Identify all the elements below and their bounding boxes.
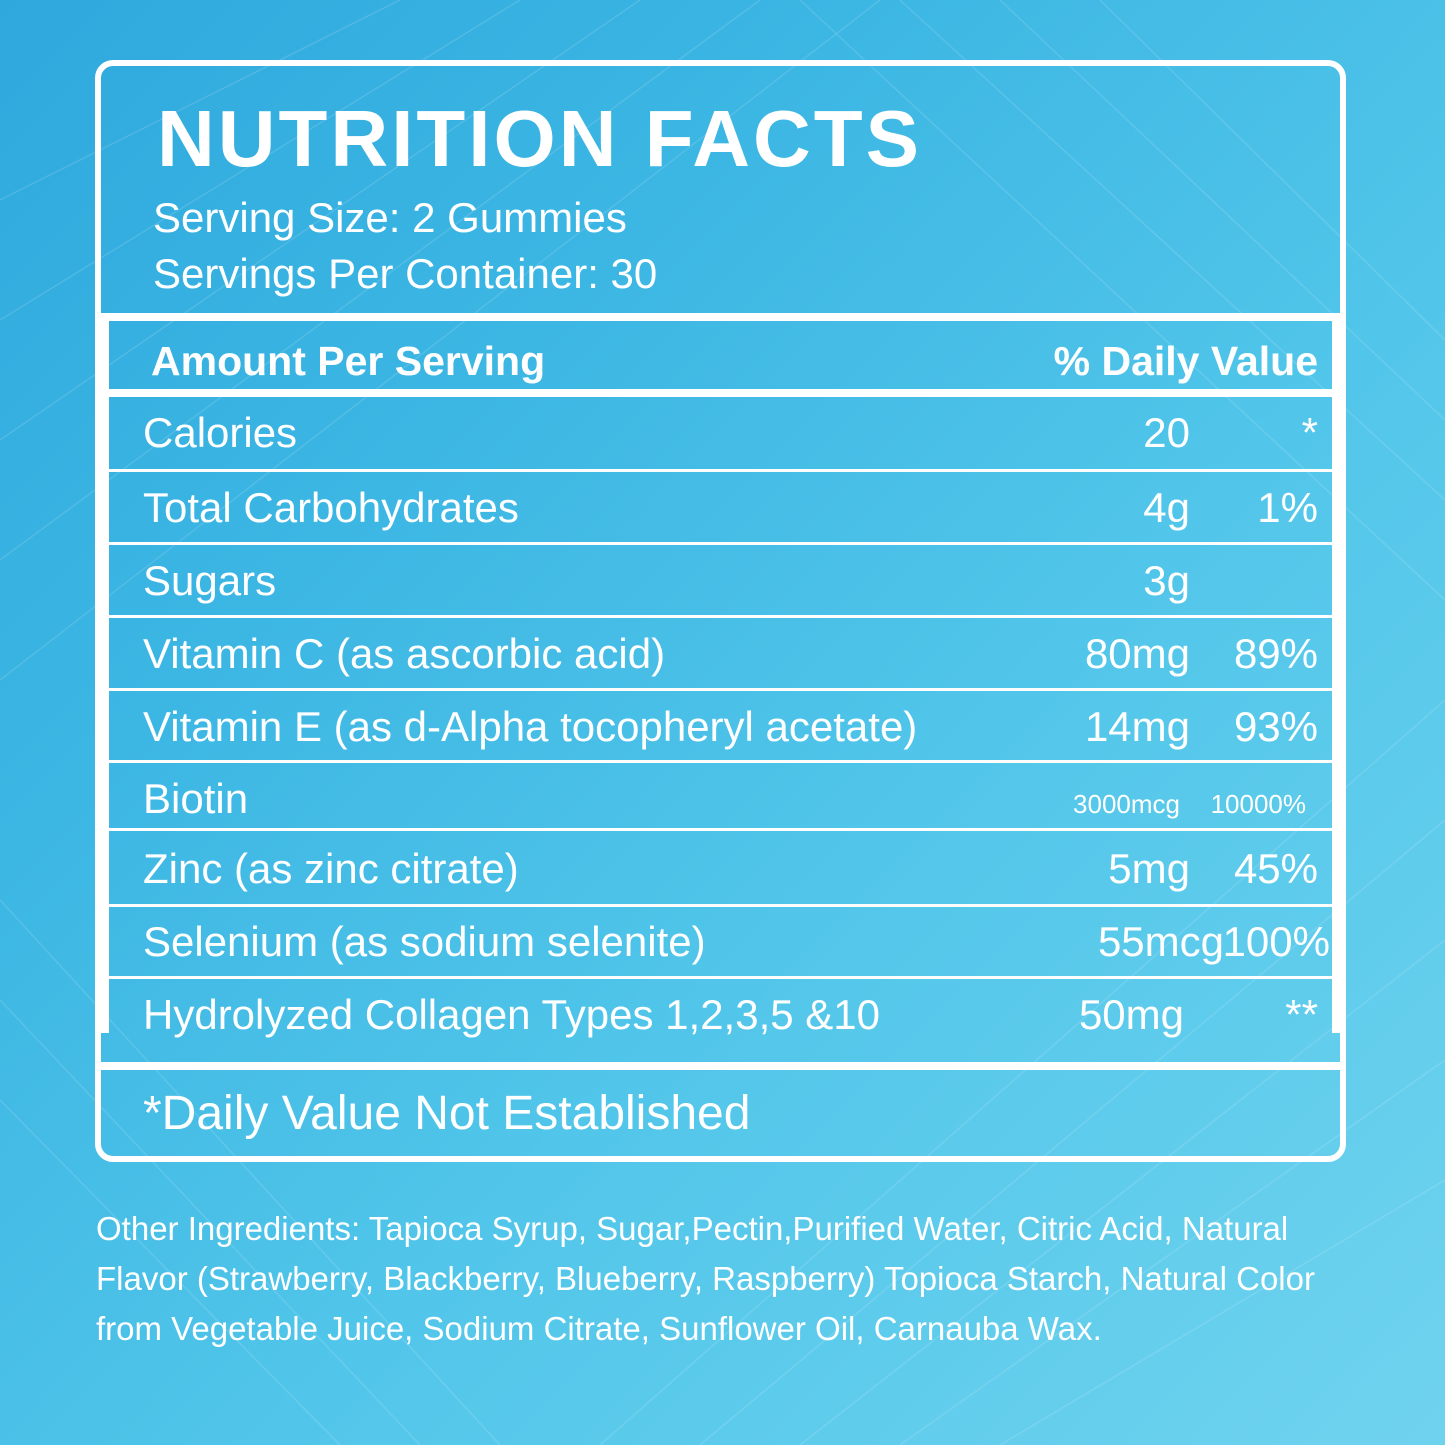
divider — [101, 542, 1340, 545]
serving-size: Serving Size: 2 Gummies — [153, 194, 627, 241]
nutrient-row-total-carbohydrates: Total Carbohydrates 4g 1% — [101, 472, 1340, 544]
nutrient-daily-value: 100% — [1222, 918, 1330, 965]
nutrient-name: Total Carbohydrates — [143, 484, 519, 531]
page-title: NUTRITION FACTS — [157, 94, 922, 183]
nutrient-row-zinc: Zinc (as zinc citrate) 5mg 45% — [101, 833, 1340, 905]
nutrient-row-sugars: Sugars 3g — [101, 545, 1340, 617]
divider — [101, 760, 1340, 763]
divider — [101, 976, 1340, 979]
nutrient-amount: 4g — [1143, 484, 1190, 531]
nutrient-amount: 14mg — [1084, 703, 1190, 750]
nutrient-amount: 55mcg — [1097, 918, 1224, 965]
divider-left — [101, 313, 109, 1033]
divider — [101, 389, 1340, 397]
nutrient-amount: 50mg — [1078, 991, 1184, 1038]
nutrient-name: Vitamin E (as d-Alpha tocopheryl acetate… — [143, 703, 918, 750]
divider — [101, 313, 1340, 321]
nutrient-name: Vitamin C (as ascorbic acid) — [143, 630, 666, 677]
divider — [101, 688, 1340, 691]
nutrient-amount: 3g — [1143, 557, 1190, 604]
divider — [101, 828, 1340, 831]
nutrient-daily-value: 10000% — [1210, 789, 1306, 819]
nutrient-amount: 5mg — [1108, 845, 1190, 892]
nutrient-amount: 80mg — [1084, 630, 1190, 677]
divider — [101, 615, 1340, 618]
nutrient-row-biotin: Biotin 3000mcg 10000% — [101, 763, 1340, 835]
other-ingredients: Other Ingredients: Tapioca Syrup, Sugar,… — [96, 1210, 1315, 1347]
nutrient-amount: 3000mcg — [1073, 789, 1180, 819]
nutrient-row-calories: Calories 20 * — [101, 397, 1340, 469]
nutrient-daily-value: 93% — [1233, 703, 1318, 750]
nutrient-row-collagen: Hydrolyzed Collagen Types 1,2,3,5 &10 50… — [101, 979, 1340, 1051]
nutrient-daily-value: 1% — [1257, 484, 1318, 531]
divider — [101, 469, 1340, 472]
header-amount-per-serving: Amount Per Serving — [151, 338, 546, 384]
nutrient-daily-value: ** — [1285, 991, 1318, 1038]
nutrient-row-vitamin-c: Vitamin C (as ascorbic acid) 80mg 89% — [101, 618, 1340, 690]
divider — [101, 1062, 1340, 1070]
nutrient-daily-value: 45% — [1233, 845, 1318, 892]
nutrient-name: Calories — [143, 409, 298, 456]
header-daily-value: % Daily Value — [1053, 338, 1318, 384]
nutrient-row-vitamin-e: Vitamin E (as d-Alpha tocopheryl acetate… — [101, 691, 1340, 763]
nutrient-name: Biotin — [143, 775, 249, 822]
nutrient-name: Zinc (as zinc citrate) — [143, 845, 519, 892]
divider-right — [1332, 313, 1340, 1033]
nutrition-facts-panel: NUTRITION FACTS Serving Size: 2 Gummies … — [95, 60, 1346, 1162]
nutrient-name: Selenium (as sodium selenite) — [143, 918, 706, 965]
nutrient-daily-value: 89% — [1233, 630, 1318, 677]
nutrient-amount: 20 — [1143, 409, 1190, 456]
nutrient-row-selenium: Selenium (as sodium selenite) 55mcg 100% — [101, 906, 1340, 978]
nutrient-name: Hydrolyzed Collagen Types 1,2,3,5 &10 — [143, 991, 881, 1038]
servings-per-container: Servings Per Container: 30 — [153, 250, 658, 297]
nutrient-name: Sugars — [143, 557, 277, 604]
nutrient-daily-value: * — [1301, 409, 1318, 456]
daily-value-footnote: *Daily Value Not Established — [143, 1087, 751, 1140]
divider — [101, 904, 1340, 907]
